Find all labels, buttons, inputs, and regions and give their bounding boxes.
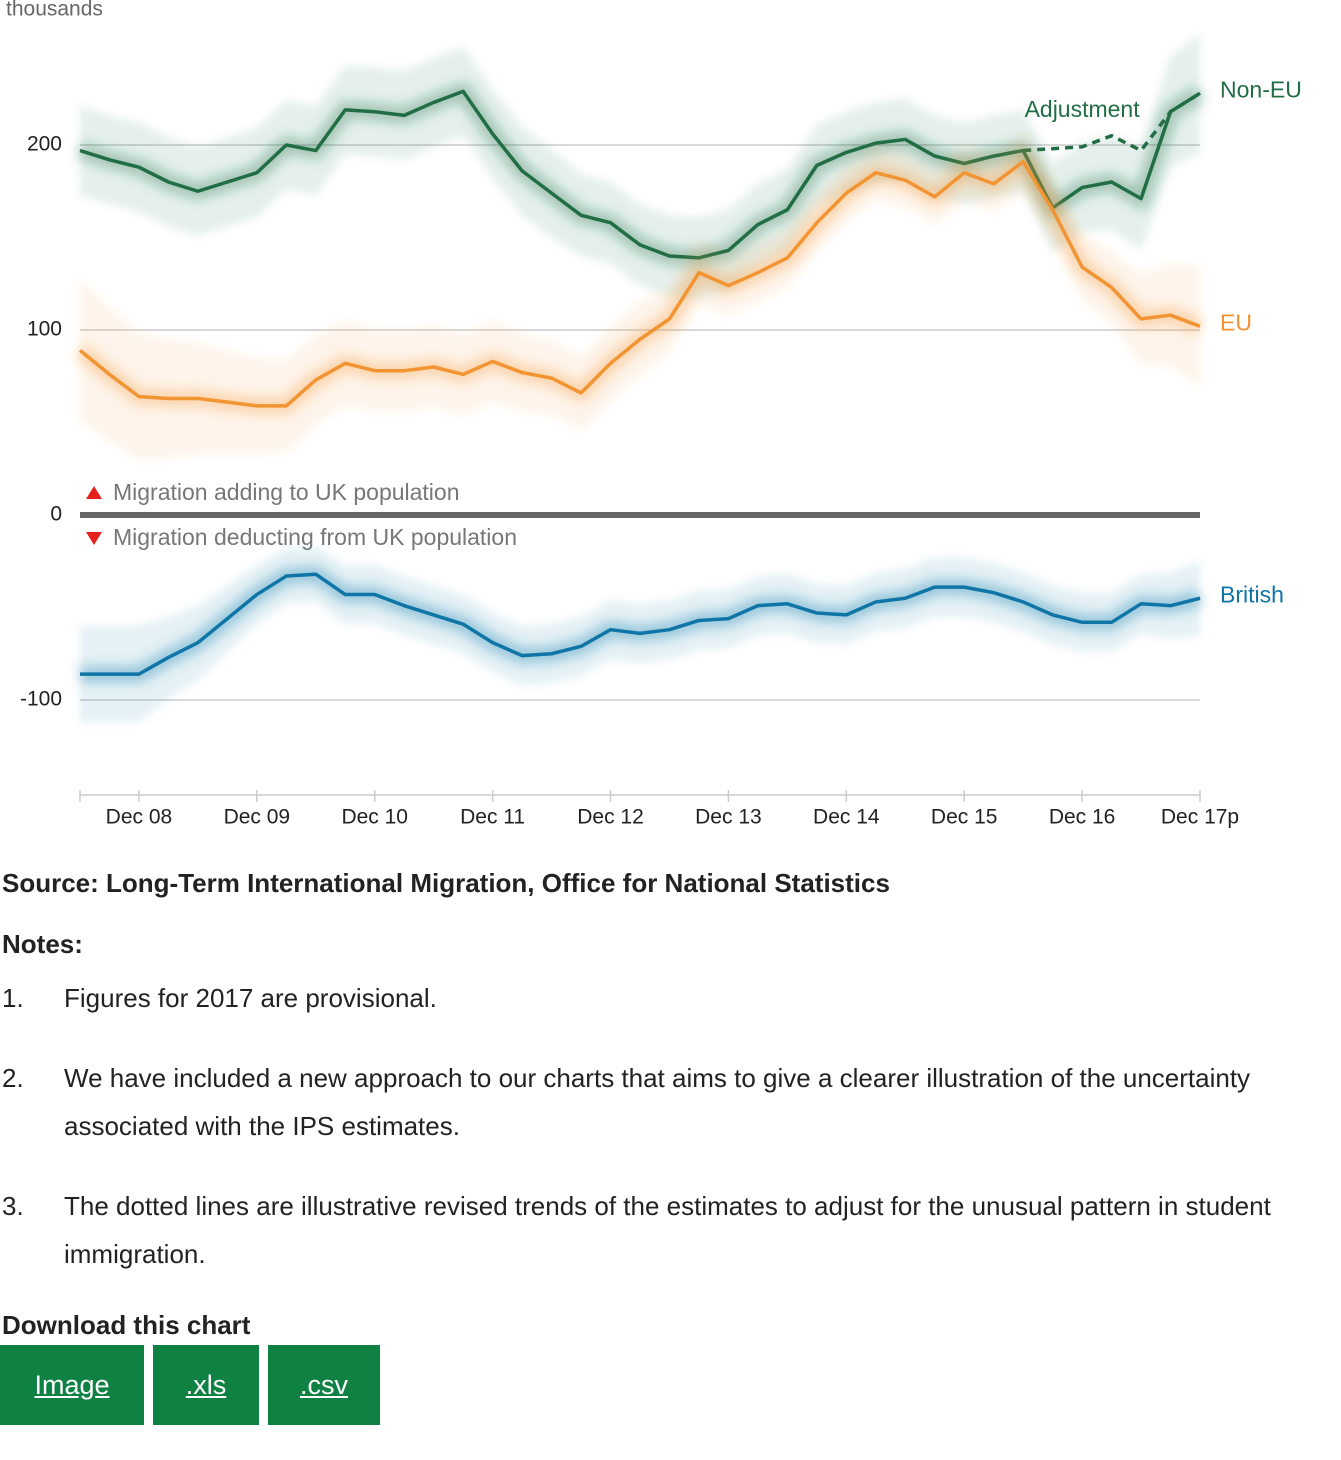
y-tick-label: -100 bbox=[20, 688, 62, 711]
series-label: British bbox=[1220, 581, 1284, 607]
y-tick-label: 0 bbox=[50, 503, 62, 526]
annotation: Migration adding to UK population bbox=[113, 479, 460, 505]
series-line bbox=[1023, 91, 1201, 153]
source: Source: Long-Term International Migratio… bbox=[2, 868, 890, 898]
download-buttons: Image .xls .csv bbox=[0, 1345, 1341, 1425]
series-line bbox=[78, 159, 1201, 408]
down-triangle bbox=[86, 532, 102, 545]
series-label: Non-EU bbox=[1220, 76, 1302, 102]
note-text: The dotted lines are illustrative revise… bbox=[64, 1191, 1271, 1269]
notes-area: Source: Long-Term International Migratio… bbox=[0, 860, 1341, 1425]
x-tick-label: Dec 17p bbox=[1161, 806, 1239, 829]
x-tick-label: Dec 12 bbox=[577, 806, 644, 829]
x-tick-label: Dec 10 bbox=[341, 806, 408, 829]
x-tick-label: Dec 13 bbox=[695, 806, 762, 829]
x-tick-label: Dec 14 bbox=[813, 806, 880, 829]
uncertainty-band bbox=[80, 132, 1200, 460]
note-number: 3. bbox=[2, 1191, 24, 1221]
download-button[interactable]: Image bbox=[0, 1345, 144, 1425]
x-tick-label: Dec 09 bbox=[224, 806, 291, 829]
note-text: Figures for 2017 are provisional. bbox=[64, 983, 437, 1013]
note: 1. Figures for 2017 are provisional. bbox=[0, 974, 1341, 1022]
x-tick-label: Dec 08 bbox=[106, 806, 173, 829]
y-axis-label: thousands bbox=[6, 0, 103, 21]
x-tick-label: Dec 15 bbox=[931, 806, 998, 829]
series-line bbox=[80, 572, 1201, 676]
note: 2. We have included a new approach to our… bbox=[0, 1054, 1341, 1150]
download-button[interactable]: .csv bbox=[268, 1345, 380, 1425]
note-number: 1. bbox=[2, 983, 24, 1013]
note-number: 2. bbox=[2, 1063, 24, 1093]
x-tick-label: Dec 11 bbox=[460, 806, 525, 829]
annotation: Migration deducting from UK population bbox=[113, 524, 517, 550]
y-tick-label: 200 bbox=[27, 133, 62, 156]
y-tick-label: 100 bbox=[27, 318, 62, 341]
series-label: EU bbox=[1220, 309, 1252, 335]
notes-list: 1. Figures for 2017 are provisional. 2. We … bbox=[0, 974, 1341, 1278]
x-tick-label: Dec 16 bbox=[1049, 806, 1116, 829]
note: 3. The dotted lines are illustrative revi… bbox=[0, 1182, 1341, 1278]
series-label: Adjustment bbox=[1025, 96, 1141, 122]
note-text: We have included a new approach to our c… bbox=[64, 1063, 1251, 1141]
chart: thousands -100 0 100 200 Dec 08 Dec 09 Dec 10 D… bbox=[6, 0, 1302, 829]
download-button[interactable]: .xls bbox=[153, 1345, 259, 1425]
download-title: Download this chart bbox=[2, 1310, 251, 1340]
up-triangle bbox=[86, 486, 102, 499]
uncertainty-band bbox=[80, 34, 1200, 299]
notes-title: Notes: bbox=[2, 929, 83, 959]
